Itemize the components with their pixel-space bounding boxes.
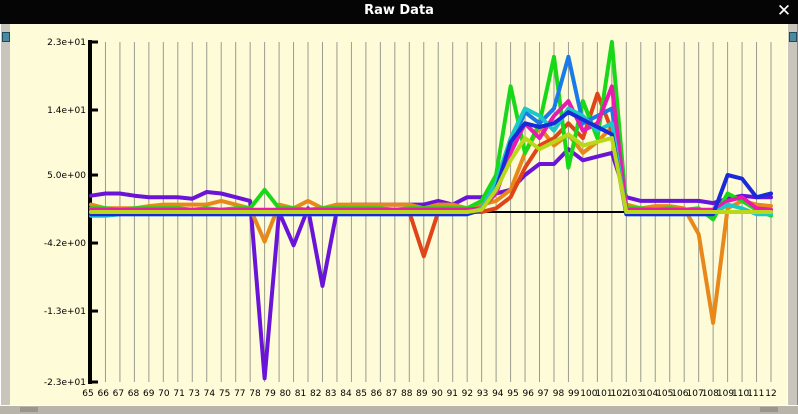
y-tick-label: -4.2e+00 xyxy=(44,239,86,249)
bottom-resize-border[interactable] xyxy=(0,405,798,414)
x-tick-label: 104 xyxy=(641,389,658,399)
x-tick-label: 100 xyxy=(580,389,597,399)
x-tick-label: 87 xyxy=(386,389,397,399)
x-tick-label: 95 xyxy=(507,389,518,399)
series-line-8 xyxy=(89,110,773,217)
bottom-right-grip-icon[interactable] xyxy=(760,407,778,412)
x-tick-label: 107 xyxy=(687,389,704,399)
y-tick-label: 5.0e+00 xyxy=(47,171,86,181)
x-tick-label: 90 xyxy=(431,389,443,399)
y-tick-label: -1.3e+01 xyxy=(44,307,86,317)
series-line-2 xyxy=(89,125,773,325)
x-tick-label: 109 xyxy=(717,389,734,399)
x-tick-label: 79 xyxy=(264,389,276,399)
right-resize-handle-icon[interactable] xyxy=(789,32,797,42)
x-tick-label: 83 xyxy=(325,389,336,399)
series-line-4 xyxy=(89,40,773,222)
x-tick-label: 67 xyxy=(113,389,124,399)
x-tick-label: 75 xyxy=(219,389,230,399)
x-tick-label: 73 xyxy=(188,389,199,399)
title-bar[interactable]: Raw Data ✕ xyxy=(0,0,798,24)
y-tick-label: 2.3e+01 xyxy=(47,38,86,48)
x-tick-label: 98 xyxy=(553,389,565,399)
series-line-1 xyxy=(89,147,773,381)
x-tick-label: 78 xyxy=(249,389,261,399)
x-tick-label: 89 xyxy=(416,389,428,399)
x-tick-label: 81 xyxy=(295,389,306,399)
x-tick-label: 85 xyxy=(355,389,366,399)
x-tick-label: 110 xyxy=(732,389,749,399)
left-resize-handle-icon[interactable] xyxy=(2,32,10,42)
x-tick-label: 74 xyxy=(204,389,216,399)
x-tick-label: 101 xyxy=(595,389,612,399)
x-tick-label: 69 xyxy=(143,389,155,399)
x-tick-label: 108 xyxy=(702,389,719,399)
x-tick-label: 77 xyxy=(234,389,245,399)
x-tick-label: 86 xyxy=(371,389,383,399)
x-tick-label: 97 xyxy=(538,389,549,399)
x-tick-label: 66 xyxy=(97,389,109,399)
x-tick-label: 80 xyxy=(280,389,292,399)
chart-area: 2.3e+01 1.4e+01 5.0e+00 -4.2e+00 -1.3e+01 -2.… xyxy=(10,24,787,405)
x-tick-label: 88 xyxy=(401,389,413,399)
raw-data-chart: 2.3e+01 1.4e+01 5.0e+00 -4.2e+00 -1.3e+01 -2.… xyxy=(44,38,777,399)
window-menu-icon[interactable] xyxy=(6,2,22,18)
x-tick-label: 70 xyxy=(158,389,170,399)
x-tick-label: 93 xyxy=(477,389,488,399)
x-tick-label: 91 xyxy=(447,389,458,399)
x-tick-label: 105 xyxy=(656,389,673,399)
x-tick-label: 12 xyxy=(765,389,776,399)
x-tick-label: 82 xyxy=(310,389,321,399)
x-tick-label: 65 xyxy=(82,389,93,399)
series-line-9 xyxy=(89,132,773,214)
series-line-5 xyxy=(89,54,773,216)
y-tick-label: -2.3e+01 xyxy=(44,378,86,388)
x-tick-label: 71 xyxy=(173,389,184,399)
y-tick-label: 1.4e+01 xyxy=(47,106,86,116)
window-title: Raw Data xyxy=(364,3,434,18)
series-line-3 xyxy=(89,91,773,259)
x-tick-label: 94 xyxy=(492,389,504,399)
x-tick-label: 92 xyxy=(462,389,473,399)
series-line-6 xyxy=(89,84,773,212)
right-resize-border[interactable] xyxy=(787,24,798,405)
x-tick-label: 84 xyxy=(340,389,352,399)
x-tick-label: 111 xyxy=(747,389,764,399)
x-tick-label: 99 xyxy=(568,389,580,399)
x-tick-label: 106 xyxy=(671,389,688,399)
x-tick-label: 103 xyxy=(626,389,643,399)
x-tick-label: 96 xyxy=(522,389,534,399)
x-tick-label: 102 xyxy=(611,389,628,399)
bottom-left-grip-icon[interactable] xyxy=(20,407,38,412)
close-icon[interactable]: ✕ xyxy=(776,1,792,21)
x-tick-label: 68 xyxy=(128,389,140,399)
